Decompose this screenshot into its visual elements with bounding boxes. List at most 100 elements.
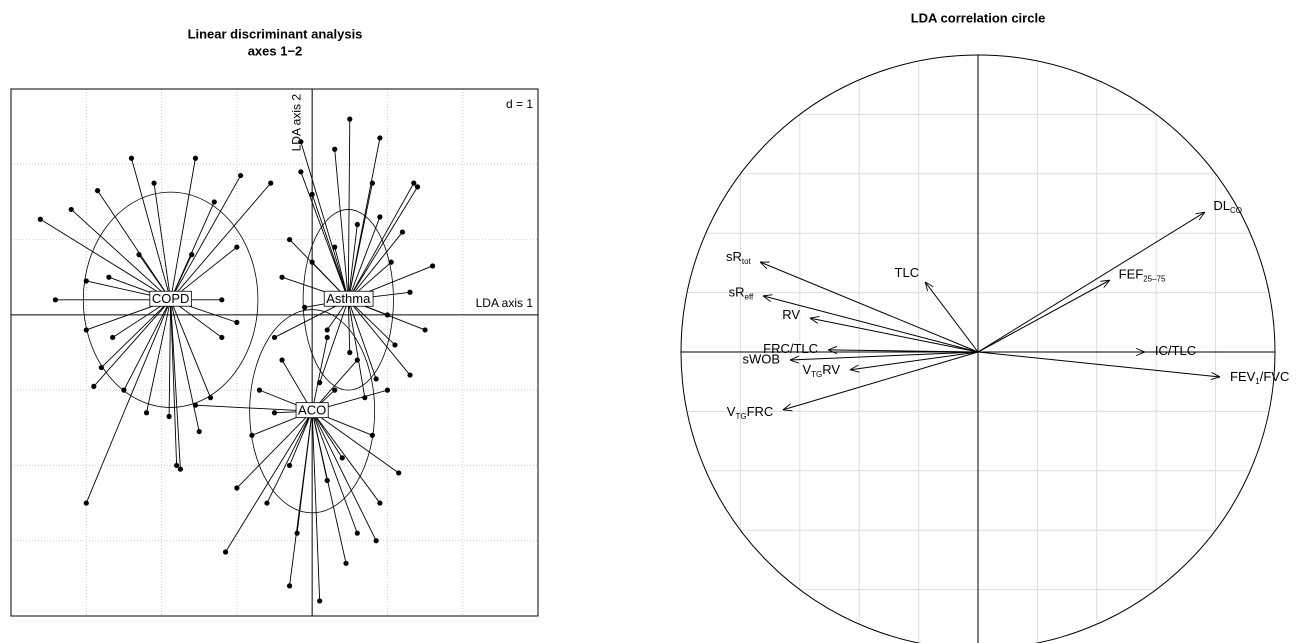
- point: [384, 387, 391, 393]
- group-label: ACO: [298, 403, 326, 418]
- star-line: [195, 404, 313, 412]
- point: [222, 549, 229, 555]
- point: [302, 304, 308, 310]
- label-part: FEV: [1230, 369, 1256, 384]
- point: [377, 214, 383, 220]
- point: [396, 470, 402, 476]
- ellipse: [302, 209, 394, 391]
- point: [83, 327, 89, 333]
- chart-subtitle: axes 1−2: [248, 43, 303, 58]
- point: [234, 244, 240, 250]
- star-line: [170, 299, 178, 466]
- x-axis-label: LDA axis 1: [476, 296, 534, 310]
- label-part: sR: [726, 250, 742, 265]
- label-part: 25–75: [1143, 274, 1166, 283]
- label-part: eff: [745, 292, 755, 301]
- label-part: sR: [729, 285, 745, 300]
- star-line: [311, 410, 381, 504]
- star-line: [101, 299, 171, 368]
- label-part: V: [802, 363, 811, 378]
- label-part: FRC/TLC: [763, 341, 818, 356]
- point: [143, 410, 150, 416]
- point: [52, 297, 59, 303]
- point: [189, 252, 195, 258]
- point: [347, 349, 353, 356]
- point: [94, 188, 101, 194]
- point: [238, 172, 244, 179]
- point: [207, 395, 214, 401]
- point: [37, 216, 43, 222]
- point: [196, 428, 202, 435]
- point: [317, 598, 323, 604]
- point: [332, 244, 338, 250]
- arrow: [850, 351, 979, 370]
- point: [354, 530, 360, 536]
- label-part: FRC: [747, 404, 774, 419]
- star-line: [300, 141, 349, 300]
- label-part: RV: [822, 363, 840, 378]
- point: [332, 387, 338, 393]
- point: [298, 169, 304, 175]
- arrow: [925, 282, 979, 353]
- point: [271, 410, 278, 416]
- star-line: [146, 299, 172, 413]
- point: [430, 263, 436, 269]
- star-line: [311, 410, 399, 474]
- point: [177, 466, 183, 472]
- point: [68, 206, 74, 213]
- label-part: V: [727, 404, 736, 419]
- label-part: FEF: [1119, 267, 1144, 282]
- star-line: [123, 299, 172, 391]
- point: [234, 485, 240, 491]
- arrow: [977, 212, 1205, 353]
- point: [91, 383, 97, 389]
- star-line: [311, 411, 321, 601]
- plot-frame: [10, 88, 539, 617]
- star-line: [170, 299, 211, 398]
- point: [271, 334, 278, 341]
- point: [324, 327, 330, 333]
- star-line: [266, 411, 313, 504]
- arrow: [977, 351, 1220, 377]
- point: [174, 462, 180, 469]
- point: [151, 180, 157, 186]
- star-line: [311, 411, 328, 481]
- arrow-label: sWOB: [742, 352, 780, 367]
- point: [339, 455, 345, 461]
- star-line: [153, 183, 172, 300]
- arrow-label: DLCO: [1213, 198, 1242, 215]
- arrow-label: FEF25–75: [1119, 267, 1166, 284]
- group-label: COPD: [152, 291, 190, 306]
- plot-area: [11, 89, 538, 616]
- star-line: [347, 186, 418, 301]
- point: [422, 327, 428, 333]
- point: [369, 432, 375, 438]
- star-line: [168, 299, 172, 417]
- star-line: [311, 411, 377, 541]
- label-part: TG: [811, 370, 822, 379]
- arrow: [810, 318, 979, 353]
- label-part: TLC: [895, 265, 920, 280]
- point: [286, 236, 293, 243]
- point: [192, 155, 199, 161]
- star-line: [40, 218, 171, 301]
- point: [377, 500, 383, 506]
- arrow-label: FRC/TLC: [763, 341, 818, 356]
- group-label: Asthma: [326, 291, 371, 306]
- point: [279, 357, 285, 363]
- arrow-label: RV: [782, 308, 800, 323]
- point: [399, 229, 406, 235]
- arrow-label: VTGFRC: [727, 404, 774, 421]
- label-part: RV: [782, 308, 800, 323]
- point: [166, 413, 172, 420]
- label-box: [295, 402, 329, 419]
- arrow-label: VTGRV: [802, 363, 840, 380]
- label-box: [149, 290, 192, 307]
- star-line: [347, 119, 351, 300]
- point: [392, 342, 398, 348]
- point: [324, 477, 330, 484]
- point: [106, 274, 112, 280]
- star-line: [170, 158, 196, 300]
